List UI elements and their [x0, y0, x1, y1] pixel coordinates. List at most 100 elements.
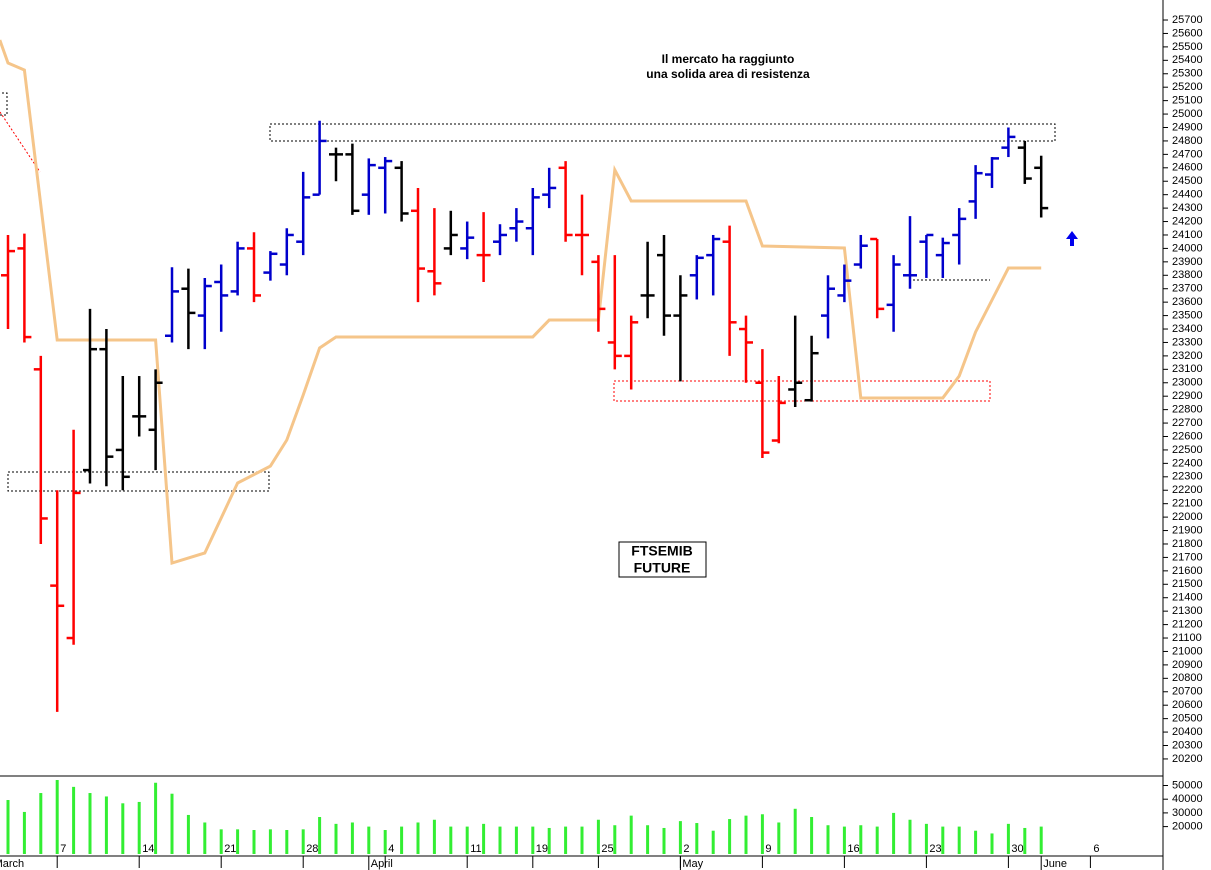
- indicator-line: [0, 39, 1042, 566]
- y-tick-label: 22600: [1172, 430, 1203, 442]
- y-tick-label: 23800: [1172, 269, 1203, 281]
- trend-line: [0, 111, 41, 173]
- volume-bar: [219, 829, 223, 854]
- volume-bar: [39, 793, 43, 854]
- volume-bar: [1006, 823, 1010, 854]
- x-tick-label: 30: [1011, 843, 1023, 855]
- y-tick-label: 21500: [1172, 578, 1203, 590]
- volume-bar: [465, 826, 469, 854]
- volume-bar: [88, 793, 92, 854]
- volume-bar: [990, 833, 994, 854]
- y-tick-label: 20900: [1172, 659, 1203, 671]
- y-tick-label: 24400: [1172, 189, 1203, 201]
- y-tick-label: 20200: [1172, 753, 1203, 765]
- y-tick-label: 23000: [1172, 377, 1203, 389]
- up-arrow: [1066, 231, 1078, 246]
- y-tick-label: 25600: [1172, 27, 1203, 39]
- volume-bar: [646, 825, 650, 854]
- annotation: una solida area di resistenza: [646, 67, 810, 81]
- y-tick-label: 21200: [1172, 618, 1203, 630]
- volume-bar: [318, 817, 322, 854]
- volume-bar: [154, 782, 158, 854]
- x-tick-label: 28: [306, 843, 318, 855]
- volume-bar: [629, 815, 633, 854]
- support-box: [613, 380, 991, 402]
- y-tick-label: 24200: [1172, 215, 1203, 227]
- y-tick-label: 25100: [1172, 95, 1203, 107]
- volume-bar: [564, 826, 568, 854]
- y-tick-label: 25000: [1172, 108, 1203, 120]
- y-tick-label: 22900: [1172, 390, 1203, 402]
- y-tick-label: 25500: [1172, 41, 1203, 53]
- volume-bar: [695, 823, 699, 854]
- y-tick-label: 20600: [1172, 699, 1203, 711]
- volume-bar: [744, 815, 748, 854]
- volume-bar: [416, 822, 420, 854]
- volume-bar: [301, 829, 305, 854]
- y-tick-label: 20000: [1172, 821, 1203, 833]
- volume-bar: [72, 786, 76, 854]
- volume-bar: [104, 796, 108, 854]
- month-label: June: [1043, 858, 1067, 870]
- y-tick-label: 22300: [1172, 471, 1203, 483]
- y-tick-label: 23100: [1172, 363, 1203, 375]
- label-box: [618, 541, 707, 578]
- volume-bar: [498, 826, 502, 854]
- volume-bar: [711, 830, 715, 854]
- y-tick-label: 30000: [1172, 807, 1203, 819]
- y-tick-label: 22700: [1172, 417, 1203, 429]
- volume-bar: [285, 830, 289, 854]
- volume-bar: [974, 830, 978, 854]
- y-tick-label: 21800: [1172, 538, 1203, 550]
- x-tick-label: 2: [683, 843, 689, 855]
- volume-bar: [924, 823, 928, 854]
- x-tick-label: 21: [224, 843, 236, 855]
- y-tick-label: 21000: [1172, 645, 1203, 657]
- y-tick-label: 23700: [1172, 283, 1203, 295]
- volume-bar: [892, 812, 896, 854]
- y-tick-label: 24500: [1172, 175, 1203, 187]
- y-tick-label: 22200: [1172, 484, 1203, 496]
- volume-bar: [252, 830, 256, 854]
- x-tick-label: 14: [142, 843, 154, 855]
- volume-bar: [580, 826, 584, 854]
- volume-bar: [678, 821, 682, 854]
- volume-bar: [432, 819, 436, 854]
- y-tick-label: 23400: [1172, 323, 1203, 335]
- volume-bar: [1039, 826, 1043, 854]
- volume-bar: [531, 826, 535, 854]
- y-tick-label: 22100: [1172, 498, 1203, 510]
- y-tick-label: 24700: [1172, 148, 1203, 160]
- volume-bar: [55, 780, 59, 854]
- volume-bar: [367, 826, 371, 854]
- y-tick-label: 22800: [1172, 404, 1203, 416]
- y-tick-label: 23200: [1172, 350, 1203, 362]
- y-tick-label: 22000: [1172, 511, 1203, 523]
- volume-bar: [22, 811, 26, 854]
- volume-bar: [908, 819, 912, 854]
- y-tick-label: 40000: [1172, 793, 1203, 805]
- y-tick-label: 23900: [1172, 256, 1203, 268]
- y-tick-label: 25300: [1172, 68, 1203, 80]
- y-tick-label: 20300: [1172, 739, 1203, 751]
- y-tick-label: 22500: [1172, 444, 1203, 456]
- instrument-label: FTSEMIB: [631, 543, 692, 559]
- volume-bar: [482, 823, 486, 854]
- y-tick-label: 25700: [1172, 14, 1203, 26]
- x-tick-label: 16: [847, 843, 859, 855]
- volume-bar: [875, 826, 879, 854]
- y-tick-label: 24100: [1172, 229, 1203, 241]
- volume-bar: [121, 803, 125, 854]
- volume-bar: [596, 819, 600, 854]
- y-tick-label: 20400: [1172, 726, 1203, 738]
- volume-bar: [1023, 827, 1027, 854]
- y-tick-label: 20500: [1172, 713, 1203, 725]
- volume-bar: [793, 808, 797, 854]
- annotation-shapes: [0, 92, 1078, 578]
- volume-bar: [842, 826, 846, 854]
- y-tick-label: 25400: [1172, 54, 1203, 66]
- y-tick-label: 25200: [1172, 81, 1203, 93]
